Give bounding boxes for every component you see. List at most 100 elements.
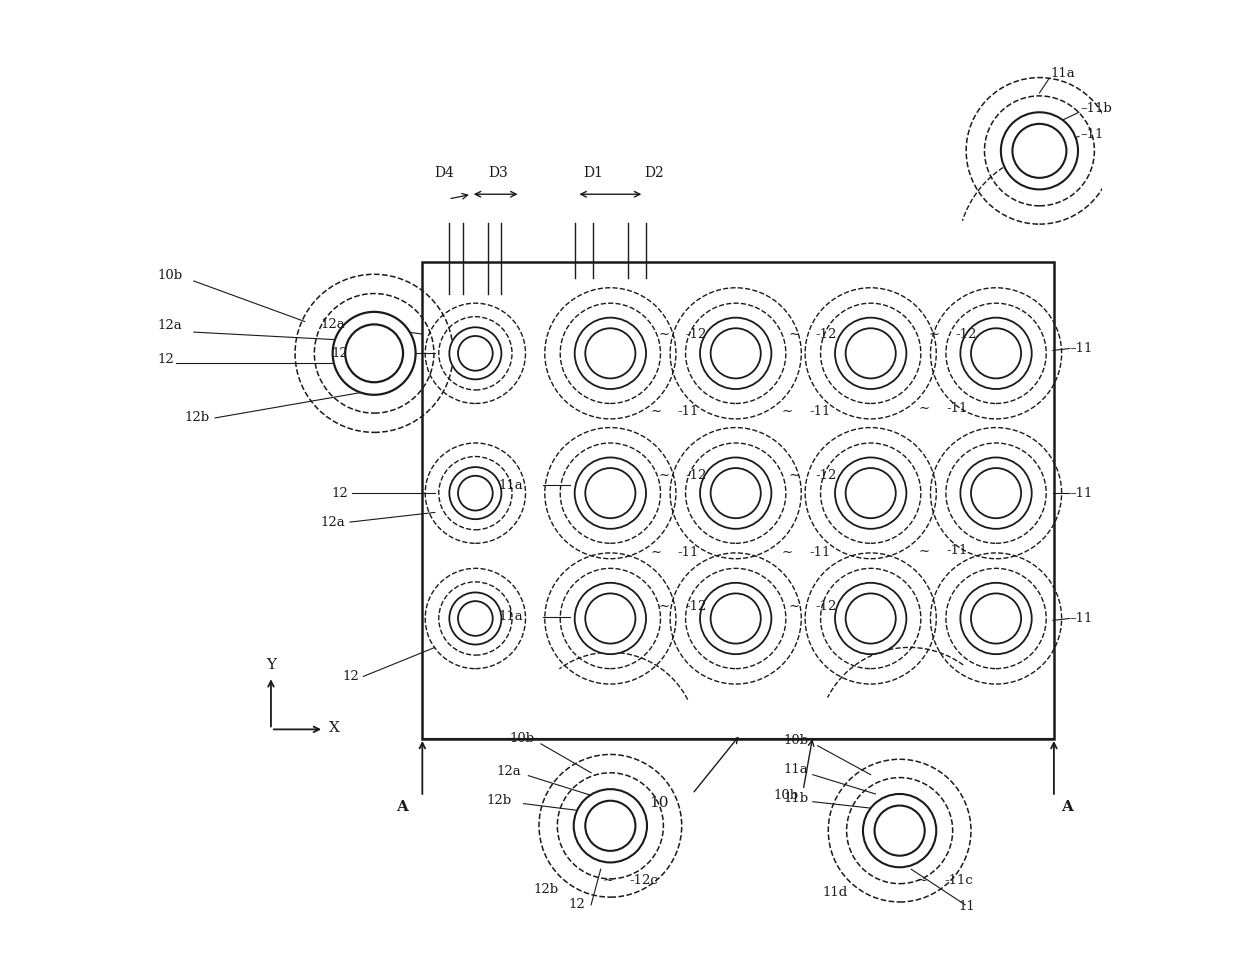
Text: 10: 10 <box>649 796 668 809</box>
Text: ∼: ∼ <box>789 328 800 340</box>
Text: 12b: 12b <box>487 794 512 806</box>
Text: ∼: ∼ <box>929 328 940 340</box>
Text: D2: D2 <box>645 166 665 180</box>
Text: ∼: ∼ <box>789 601 800 613</box>
Circle shape <box>835 583 906 654</box>
Bar <box>423 262 1054 739</box>
Circle shape <box>835 457 906 529</box>
Text: 12: 12 <box>343 670 360 683</box>
Circle shape <box>574 583 646 654</box>
Text: -11: -11 <box>678 404 699 418</box>
Text: –11b: –11b <box>1081 103 1112 115</box>
Text: ∼: ∼ <box>603 874 614 888</box>
Text: ∼: ∼ <box>782 546 794 560</box>
Text: 12: 12 <box>157 353 174 366</box>
Circle shape <box>835 317 906 389</box>
Text: ∼: ∼ <box>789 469 800 483</box>
Text: ∼: ∼ <box>651 546 662 560</box>
Circle shape <box>960 457 1032 529</box>
Circle shape <box>711 328 761 378</box>
Text: -12: -12 <box>686 601 707 613</box>
Circle shape <box>585 468 635 518</box>
Circle shape <box>846 468 895 518</box>
Text: 12a: 12a <box>320 318 345 331</box>
Text: –11: –11 <box>1069 612 1092 625</box>
Text: 11b: 11b <box>784 792 808 805</box>
Text: -12: -12 <box>816 469 837 483</box>
Text: Y: Y <box>267 658 277 672</box>
Text: -11: -11 <box>808 404 831 418</box>
Text: ∼: ∼ <box>658 328 670 340</box>
Text: ∼: ∼ <box>919 402 930 415</box>
Text: ∼: ∼ <box>651 404 662 418</box>
Text: 11a: 11a <box>498 610 523 623</box>
Circle shape <box>960 317 1032 389</box>
Circle shape <box>585 801 635 851</box>
Circle shape <box>711 468 761 518</box>
Text: –11: –11 <box>1081 129 1105 141</box>
Text: 12: 12 <box>568 897 585 911</box>
Text: 11d: 11d <box>822 886 848 899</box>
Text: 11a: 11a <box>498 479 523 492</box>
Circle shape <box>701 317 771 389</box>
Circle shape <box>585 594 635 644</box>
Circle shape <box>458 601 492 636</box>
Text: X: X <box>329 721 340 735</box>
Text: A: A <box>1061 801 1074 814</box>
Circle shape <box>960 583 1032 654</box>
Text: -12c: -12c <box>630 874 658 888</box>
Text: 12: 12 <box>331 486 348 500</box>
Text: 12a: 12a <box>496 765 521 777</box>
Text: D3: D3 <box>489 166 508 180</box>
Text: 10b: 10b <box>157 269 182 282</box>
Circle shape <box>345 324 403 382</box>
Circle shape <box>449 467 501 519</box>
Text: 11a: 11a <box>1050 67 1075 79</box>
Text: 10b: 10b <box>774 789 799 802</box>
Text: ∼: ∼ <box>658 601 670 613</box>
Text: -12: -12 <box>686 328 707 340</box>
Text: -12: -12 <box>816 328 837 340</box>
Text: 10b: 10b <box>510 732 534 745</box>
Circle shape <box>458 336 492 370</box>
Circle shape <box>449 593 501 645</box>
Circle shape <box>846 594 895 644</box>
Text: –11: –11 <box>1069 486 1092 500</box>
Text: -11: -11 <box>946 402 967 415</box>
Circle shape <box>971 594 1021 644</box>
Text: ∼: ∼ <box>658 469 670 483</box>
Text: 11: 11 <box>959 899 976 913</box>
Circle shape <box>971 328 1021 378</box>
Circle shape <box>1012 124 1066 178</box>
Text: 12: 12 <box>331 347 348 360</box>
Text: -11: -11 <box>808 546 831 560</box>
Circle shape <box>574 457 646 529</box>
Text: -12: -12 <box>686 469 707 483</box>
Text: D1: D1 <box>584 166 604 180</box>
Circle shape <box>701 457 771 529</box>
Circle shape <box>846 328 895 378</box>
Text: -11: -11 <box>678 546 699 560</box>
Text: ∼: ∼ <box>919 544 930 558</box>
Circle shape <box>574 317 646 389</box>
Circle shape <box>701 583 771 654</box>
Text: –11: –11 <box>1069 342 1092 355</box>
Text: 12b: 12b <box>533 883 558 896</box>
Text: 12a: 12a <box>320 515 345 529</box>
Text: D4: D4 <box>434 166 454 180</box>
Circle shape <box>863 794 936 867</box>
Circle shape <box>449 327 501 379</box>
Circle shape <box>458 476 492 511</box>
Text: 12b: 12b <box>185 411 210 424</box>
Text: -11c: -11c <box>944 874 972 888</box>
Circle shape <box>332 312 415 395</box>
Circle shape <box>971 468 1021 518</box>
Text: -12: -12 <box>816 601 837 613</box>
Circle shape <box>574 789 647 863</box>
Text: 10b: 10b <box>784 734 808 747</box>
Text: -12: -12 <box>956 328 977 340</box>
Text: -11: -11 <box>946 544 967 558</box>
Circle shape <box>585 328 635 378</box>
Circle shape <box>874 806 925 856</box>
Text: ∼: ∼ <box>918 874 928 888</box>
